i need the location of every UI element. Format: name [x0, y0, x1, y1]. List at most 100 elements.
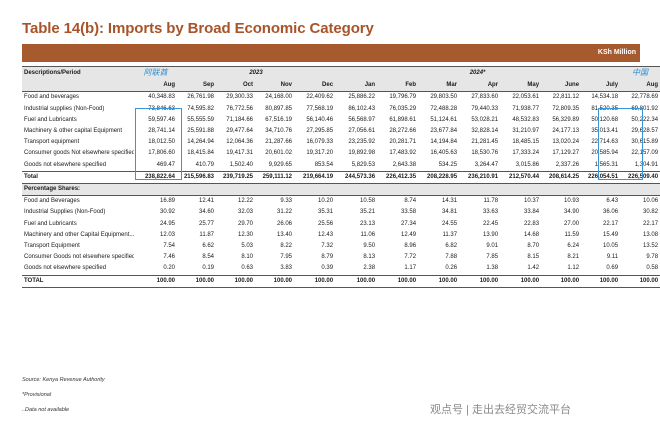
- value-cell: 100.00: [216, 274, 255, 288]
- row-label: Transport Equipment: [24, 243, 80, 250]
- value-cell: 12,064.36: [226, 139, 253, 146]
- table-row: Fuel and Lubricants 59,597.46 55,555.59 71,…: [22, 115, 660, 126]
- value-cell: 8.21: [567, 254, 580, 261]
- year-2023-label-text: 2023: [177, 66, 336, 81]
- value-cell: 15.49: [603, 231, 619, 238]
- value-cell: 13.08: [643, 231, 659, 238]
- value-cell: 22,053.61: [512, 94, 540, 101]
- value-cell: 20,601.02: [265, 150, 292, 157]
- value-cell: 27,295.85: [306, 128, 334, 135]
- value-cell: 25,591.88: [187, 128, 214, 135]
- value-cell: 0.26: [445, 265, 458, 272]
- value-cell: 61,898.61: [389, 116, 417, 123]
- value-cell: 8.15: [527, 254, 540, 261]
- value-cell: 28,272.66: [389, 128, 417, 135]
- value-cell: 33.58: [401, 209, 417, 216]
- table-row: Machinery & other capital Equipment 28,74…: [22, 126, 660, 137]
- value-cell: 9.01: [486, 243, 499, 250]
- value-cell: 215,596.83: [177, 170, 216, 185]
- value-cell: 32,828.14: [471, 128, 499, 135]
- month-header: Nov: [255, 80, 294, 93]
- value-cell: 14.31: [442, 198, 458, 205]
- value-cell: 0.58: [646, 265, 659, 272]
- value-cell: 16,405.63: [430, 150, 458, 157]
- value-cell: 50,120.68: [591, 116, 619, 123]
- value-cell: 8.70: [527, 243, 540, 250]
- value-cell: 55,555.59: [187, 116, 214, 123]
- value-cell: 79,440.33: [471, 105, 499, 112]
- value-cell: 208,614.25: [541, 170, 582, 185]
- value-cell: 14,194.84: [430, 139, 458, 146]
- month-header: June: [541, 80, 582, 93]
- value-cell: 6.62: [202, 243, 214, 250]
- value-cell: 100.00: [294, 274, 336, 288]
- value-cell: 10.20: [318, 198, 334, 205]
- value-cell: 100.00: [500, 274, 542, 288]
- table-row: Industrial supplies (Non-Food) 73,846.63 7…: [22, 104, 660, 115]
- value-cell: 226,054.51: [581, 170, 621, 185]
- value-cell: 26,761.98: [187, 94, 214, 101]
- table-row: Goods not elsewhere specified 469.47 410.7…: [22, 160, 660, 172]
- value-cell: 2,643.38: [392, 161, 417, 168]
- value-cell: 11.06: [360, 231, 376, 238]
- month-header: Aug: [620, 80, 660, 93]
- value-cell: 100.00: [581, 274, 621, 288]
- table-row: Fuel and Lubricants 24.95 25.77 29.70 26.06 2…: [22, 219, 660, 230]
- value-cell: 244,573.36: [335, 170, 378, 185]
- value-cell: 100.00: [255, 274, 294, 288]
- value-cell: 7.46: [163, 254, 175, 261]
- value-cell: 27,056.61: [348, 128, 376, 135]
- table-row: Transport Equipment 7.54 6.62 5.03 8.22 7.32 9…: [22, 241, 660, 252]
- value-cell: 12.03: [159, 231, 175, 238]
- value-cell: 12.49: [401, 231, 417, 238]
- value-cell: 0.20: [163, 265, 175, 272]
- row-label: Machinery and other Capital Equipment...: [24, 231, 134, 238]
- row-label: Transport equipment: [24, 139, 80, 146]
- value-cell: 13,020.24: [552, 139, 580, 146]
- value-cell: 236,210.91: [459, 170, 501, 185]
- value-cell: 5.03: [241, 243, 253, 250]
- value-cell: 0.39: [321, 265, 334, 272]
- value-cell: 7.72: [404, 254, 417, 261]
- value-cell: 9.78: [646, 254, 659, 261]
- value-cell: 56,329.89: [552, 116, 580, 123]
- value-cell: 18,485.15: [512, 139, 540, 146]
- value-cell: 23,677.84: [430, 128, 458, 135]
- value-cell: 12.30: [237, 231, 253, 238]
- value-cell: 29,803.50: [430, 94, 458, 101]
- value-cell: 23.13: [360, 220, 376, 227]
- value-cell: 17,483.92: [389, 150, 417, 157]
- value-cell: 24,168.00: [265, 94, 292, 101]
- month-header: May: [500, 80, 542, 93]
- month-header: Dec: [294, 80, 336, 93]
- value-cell: 21,281.45: [471, 139, 499, 146]
- value-cell: 208,228.95: [418, 170, 460, 185]
- value-cell: 100.00: [335, 274, 378, 288]
- value-cell: 76,772.56: [226, 105, 253, 112]
- value-cell: 35,013.41: [591, 128, 619, 135]
- value-cell: 27,833.60: [471, 94, 499, 101]
- value-cell: 8.96: [404, 243, 417, 250]
- value-cell: 22.45: [483, 220, 499, 227]
- value-cell: 80,897.85: [265, 105, 292, 112]
- value-cell: 29,628.57: [631, 128, 659, 135]
- value-cell: 10.05: [603, 243, 619, 250]
- value-cell: 17,333.24: [512, 150, 540, 157]
- value-cell: 9.50: [363, 243, 376, 250]
- value-cell: 48,532.83: [512, 116, 540, 123]
- value-cell: 59,597.46: [148, 116, 175, 123]
- value-cell: 27.00: [564, 220, 580, 227]
- value-cell: 226,509.40: [620, 170, 660, 185]
- row-label: Industrial Supplies (Non-Food): [24, 209, 106, 216]
- value-cell: 3,264.47: [474, 161, 499, 168]
- footnote-source: Source: Kenya Revenue Authority: [22, 377, 105, 383]
- value-cell: 6.82: [445, 243, 458, 250]
- value-cell: 10.58: [360, 198, 376, 205]
- table-row: Transport equipment 18,012.50 14,264.94 12,…: [22, 137, 660, 148]
- row-label: Consumer goods Not elsewhere specified: [24, 150, 134, 157]
- row-label: Goods not elsewhere specified: [24, 161, 107, 168]
- value-cell: 34,710.76: [265, 128, 292, 135]
- value-cell: 56,140.46: [306, 116, 334, 123]
- value-cell: 100.00: [418, 274, 460, 288]
- value-cell: 12.41: [198, 198, 214, 205]
